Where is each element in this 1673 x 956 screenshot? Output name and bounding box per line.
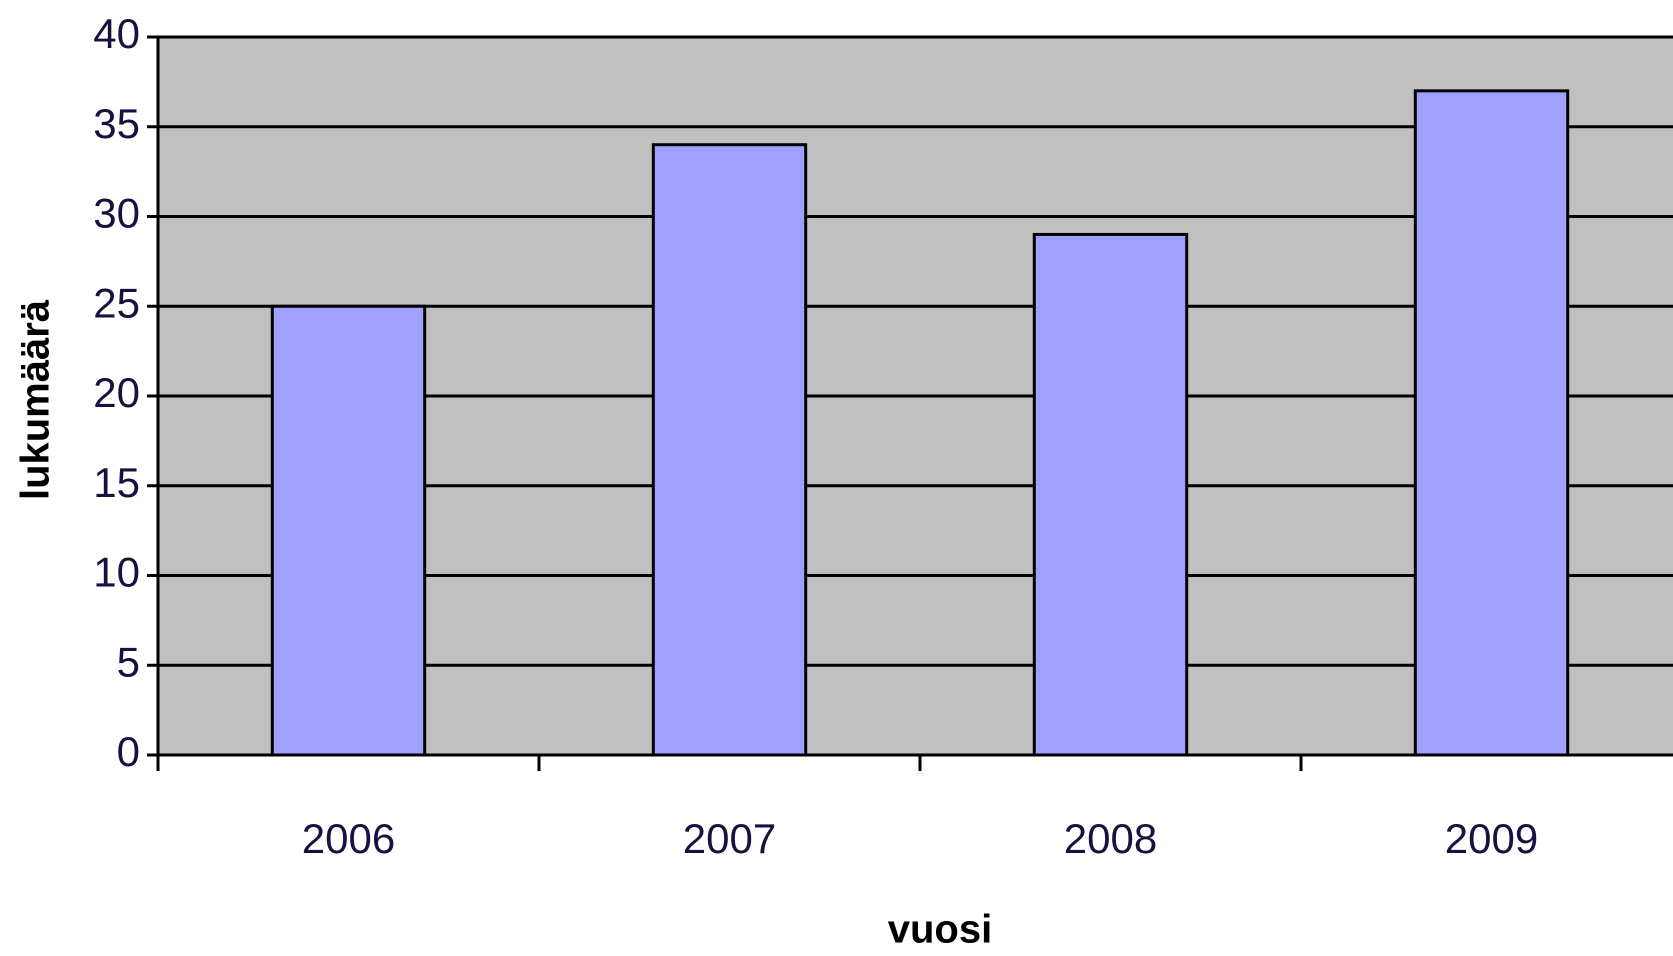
bar [1413, 89, 1570, 757]
y-tick-label: 5 [117, 638, 140, 685]
bar [270, 304, 427, 757]
x-axis-title: vuosi [888, 908, 992, 952]
y-tick-label: 40 [93, 10, 140, 57]
y-tick-label: 15 [93, 459, 140, 506]
bar [1032, 232, 1189, 757]
y-axis-title: lukumäärä [14, 299, 58, 500]
x-tick-label: 2009 [1445, 815, 1538, 862]
bar [651, 143, 808, 757]
y-tick-label: 10 [93, 549, 140, 596]
x-tick-label: 2006 [302, 815, 395, 862]
y-tick-label: 0 [117, 728, 140, 775]
y-tick-label: 20 [93, 369, 140, 416]
x-tick-label: 2008 [1064, 815, 1157, 862]
x-tick-label: 2007 [683, 815, 776, 862]
y-tick-label: 30 [93, 190, 140, 237]
y-tick-label: 35 [93, 100, 140, 147]
y-tick-label: 25 [93, 279, 140, 326]
